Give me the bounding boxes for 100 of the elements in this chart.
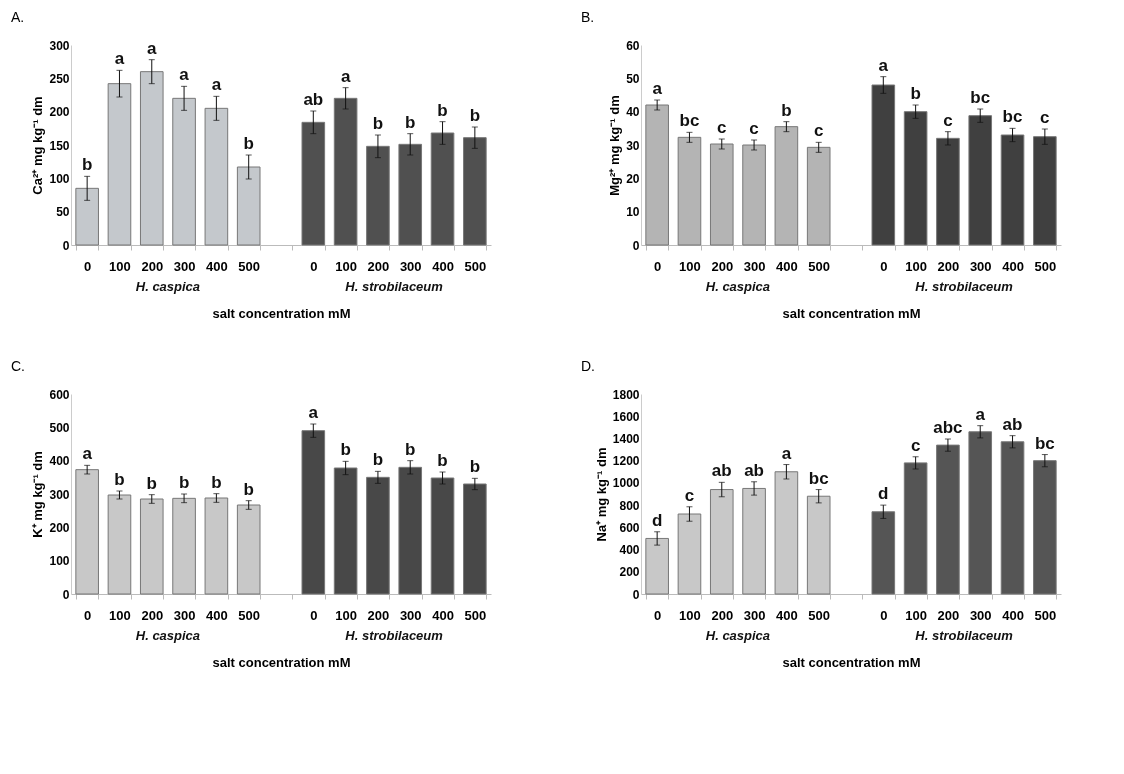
x-tick-label: 500 <box>464 607 487 623</box>
y-tick-label: 1200 <box>612 454 640 469</box>
x-tick-label: 100 <box>335 258 357 274</box>
data-label: b <box>437 451 448 470</box>
x-tick-label: 200 <box>141 258 164 274</box>
x-tick-label: 100 <box>905 607 927 623</box>
chart-title: C. <box>11 358 25 374</box>
x-axis-title: salt concentration mM <box>212 305 351 321</box>
x-tick-label: 300 <box>399 258 422 274</box>
x-tick-label: 400 <box>776 258 798 274</box>
data-label: a <box>82 444 93 464</box>
data-label: b <box>372 114 384 133</box>
text: H. caspica <box>135 628 201 643</box>
data-label: a <box>781 443 792 463</box>
x-axis-title: salt concentration mM <box>782 305 921 321</box>
x-tick-label: 0 <box>310 258 318 274</box>
x-tick-label: 400 <box>206 258 228 274</box>
x-tick-label: 0 <box>654 258 662 274</box>
x-tick-label: 300 <box>173 258 196 274</box>
data-label: b <box>178 473 190 492</box>
chart-title: D. <box>581 358 595 374</box>
y-tick-label: 100 <box>49 171 70 186</box>
y-tick-label: 40 <box>626 105 640 120</box>
y-tick-label: 0 <box>632 238 640 253</box>
x-tick-label: 300 <box>399 607 422 623</box>
x-tick-label: 500 <box>464 258 487 274</box>
x-tick-label: 200 <box>367 607 390 623</box>
x-axis-title: salt concentration mM <box>212 654 351 670</box>
y-tick-label: 300 <box>49 38 70 53</box>
data-label: c <box>943 110 953 130</box>
data-label: bc <box>808 468 829 488</box>
data-label: d <box>878 484 889 504</box>
x-tick-label: 200 <box>711 258 734 274</box>
y-tick-label: 0 <box>62 238 70 253</box>
y-tick-label: 200 <box>619 565 640 580</box>
data-label: b <box>372 450 384 470</box>
x-tick-label: 100 <box>905 258 927 274</box>
y-tick-label: 0 <box>62 587 70 602</box>
text: H. strobilaceum <box>345 279 444 294</box>
x-tick-label: 100 <box>109 258 131 274</box>
data-label: a <box>147 38 158 58</box>
chart-title: B. <box>581 9 595 25</box>
y-tick-label: 250 <box>49 71 70 86</box>
data-label: b <box>910 84 921 103</box>
data-label: c <box>717 118 727 137</box>
x-tick-label: 300 <box>173 607 196 623</box>
y-tick-label: 150 <box>49 138 70 153</box>
data-label: a <box>179 65 190 85</box>
y-tick-label: 800 <box>619 498 640 513</box>
data-label: b <box>781 100 792 120</box>
data-label: c <box>1040 108 1050 127</box>
data-label: a <box>114 49 125 69</box>
y-tick-label: 600 <box>619 520 640 535</box>
text: H. caspica <box>705 279 771 294</box>
y-tick-label: 50 <box>626 71 640 86</box>
data-label: bc <box>679 111 700 131</box>
y-tick-label: 1800 <box>612 387 640 402</box>
y-tick-label: 1400 <box>612 431 640 446</box>
x-tick-label: 0 <box>654 607 662 623</box>
data-label: b <box>243 479 254 499</box>
data-label: b <box>469 106 481 125</box>
y-tick-label: 300 <box>49 487 70 502</box>
text: H. caspica <box>705 628 771 643</box>
x-tick-label: 200 <box>711 607 734 623</box>
data-label: a <box>975 404 986 424</box>
y-tick-label: 500 <box>49 420 70 435</box>
data-label: b <box>469 457 481 477</box>
y-tick-label: 10 <box>626 205 640 220</box>
y-axis-title: Ca²⁺ mg kg⁻¹ dm <box>30 96 46 195</box>
x-tick-label: 0 <box>84 607 92 623</box>
x-tick-label: 500 <box>238 258 261 274</box>
x-axis-title: salt concentration mM <box>782 654 921 670</box>
data-label: a <box>878 55 889 75</box>
x-tick-label: 200 <box>937 607 960 623</box>
data-label: ab <box>711 461 732 481</box>
text: H. caspica <box>135 279 201 294</box>
data-label: c <box>684 485 695 505</box>
y-tick-label: 30 <box>626 138 640 153</box>
x-tick-label: 300 <box>743 607 766 623</box>
data-label: b <box>340 440 351 460</box>
data-label: ab <box>744 460 764 480</box>
data-label: b <box>405 112 416 132</box>
text: H. strobilaceum <box>915 628 1014 643</box>
y-tick-label: 20 <box>626 171 640 186</box>
data-label: b <box>81 155 93 175</box>
text: H. strobilaceum <box>345 628 444 643</box>
y-tick-label: 200 <box>49 520 70 535</box>
chart-title: A. <box>11 9 25 25</box>
y-axis-title: K⁺ mg kg⁻¹ dm <box>30 451 46 538</box>
y-tick-label: 600 <box>49 387 70 402</box>
x-tick-label: 300 <box>969 607 992 623</box>
data-label: c <box>910 435 921 455</box>
data-label: b <box>114 470 125 489</box>
y-tick-label: 60 <box>626 38 640 53</box>
data-label: ab <box>303 90 324 109</box>
data-label: abc <box>933 418 963 437</box>
y-tick-label: 0 <box>632 587 640 602</box>
y-tick-label: 200 <box>49 105 70 120</box>
x-tick-label: 500 <box>1034 607 1057 623</box>
x-tick-label: 0 <box>880 258 888 274</box>
